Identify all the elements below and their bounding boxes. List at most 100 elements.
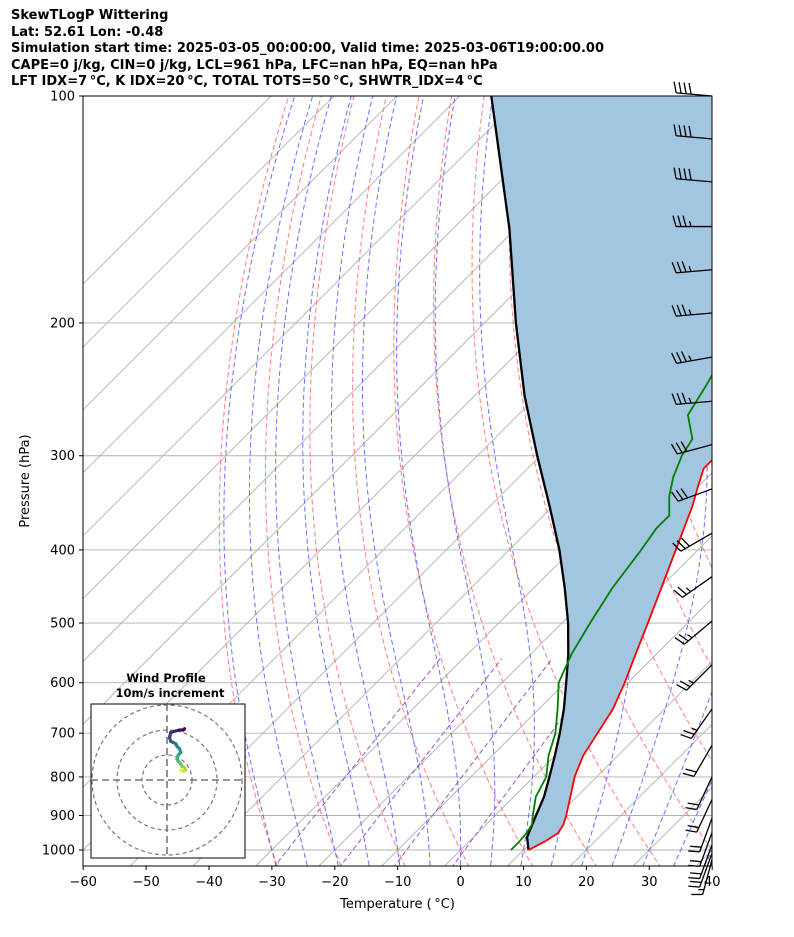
hodograph-segment xyxy=(181,727,187,732)
barb-flag xyxy=(678,633,689,642)
dry-adiabat xyxy=(218,96,290,866)
barb-flag xyxy=(677,586,688,595)
isotherm-line xyxy=(318,472,712,866)
barb-flag xyxy=(681,392,687,404)
moist-adiabat xyxy=(479,96,535,866)
barb-flag xyxy=(688,876,700,880)
x-tick-label: 0 xyxy=(456,875,464,890)
barb-staff xyxy=(693,744,713,777)
dry-adiabat xyxy=(711,96,712,101)
barb-flag xyxy=(685,806,697,811)
wind-barb xyxy=(671,261,713,274)
y-tick-label: 200 xyxy=(50,316,75,331)
x-tick-label: −30 xyxy=(258,875,285,890)
isotherm-line xyxy=(506,660,712,866)
barb-flag xyxy=(671,305,677,317)
barb-flag xyxy=(678,167,682,180)
barb-flag xyxy=(688,125,692,138)
barb-staff xyxy=(676,135,713,140)
dry-adiabat xyxy=(433,96,597,866)
barb-flag xyxy=(676,393,682,405)
isotherm-line xyxy=(83,96,524,537)
barb-staff xyxy=(699,817,713,853)
barb-flag xyxy=(676,261,682,273)
barb-flag xyxy=(680,537,690,547)
y-tick-label: 500 xyxy=(50,617,75,632)
y-tick-label: 800 xyxy=(50,770,75,785)
dry-adiabat xyxy=(393,96,534,866)
barb-flag xyxy=(682,772,695,777)
dry-adiabat xyxy=(774,63,794,882)
x-tick-label: 10 xyxy=(515,875,532,890)
dry-adiabat xyxy=(508,96,712,851)
barb-flag xyxy=(673,589,683,598)
wind-barb xyxy=(673,124,713,140)
barb-flag xyxy=(681,304,687,316)
y-tick-label: 100 xyxy=(50,90,75,105)
cape-fill-layer xyxy=(491,96,712,850)
title-location: Lat: 52.61 Lon: -0.48 xyxy=(11,24,164,40)
barb-flag xyxy=(676,304,682,316)
barb-staff xyxy=(676,312,713,317)
barb-flag xyxy=(673,81,677,93)
barb-half-flag xyxy=(687,633,693,639)
wind-barb xyxy=(672,215,712,228)
x-tick-label: −40 xyxy=(195,875,222,890)
barb-staff xyxy=(676,178,713,183)
barb-flag xyxy=(680,351,687,362)
barb-staff xyxy=(677,488,713,502)
moist-adiabat xyxy=(396,96,462,866)
barb-flag xyxy=(679,680,691,688)
wind-barb xyxy=(676,664,713,691)
barb-staff xyxy=(696,799,713,833)
barb-flag xyxy=(678,124,682,137)
barb-flag xyxy=(685,768,697,773)
wind-barb xyxy=(673,167,713,183)
x-tick-label: 20 xyxy=(578,875,595,890)
moist-adiabat xyxy=(362,96,431,866)
barb-half-flag xyxy=(688,355,692,362)
barb-half-flag xyxy=(688,397,692,404)
wind-barb xyxy=(671,392,713,406)
barb-half-flag xyxy=(688,679,694,684)
barb-staff xyxy=(682,576,713,598)
x-tick-label: −60 xyxy=(69,875,96,890)
barb-staff xyxy=(696,776,713,810)
isotherm-line xyxy=(83,96,272,285)
barb-flag xyxy=(689,880,702,884)
isotherm-line xyxy=(744,61,794,881)
axis-ticks: −60 −50 −40 −30 −20 −10 0 10 20 30 40 100 200 300 400 5… xyxy=(42,90,721,891)
moist-adiabat xyxy=(642,690,712,866)
barb-staff xyxy=(686,664,713,691)
isotherm-line xyxy=(83,96,587,600)
wind-barbs xyxy=(670,81,713,896)
barb-flag xyxy=(671,393,677,405)
moist-adiabat xyxy=(223,96,296,866)
barb-staff xyxy=(684,620,713,645)
barb-flag xyxy=(677,215,682,227)
x-tick-label: 40 xyxy=(704,875,721,890)
barb-flag xyxy=(685,829,697,833)
isotherm-line xyxy=(83,96,398,411)
barb-staff xyxy=(699,844,713,879)
title-indices-line: LFT IDX=7 °C, K IDX=20 °C, TOTAL TOTS=50… xyxy=(11,74,483,89)
y-tick-label: 900 xyxy=(50,809,75,824)
barb-flag xyxy=(687,824,700,829)
isotherm-line xyxy=(83,96,335,348)
barb-flag xyxy=(676,540,686,550)
barb-flag xyxy=(673,167,677,179)
barb-flag xyxy=(675,442,683,453)
barb-flag xyxy=(682,215,687,227)
moist-adiabat xyxy=(434,96,496,866)
barb-flag xyxy=(675,489,684,500)
wind-barb xyxy=(685,776,713,811)
barb-staff xyxy=(676,92,713,97)
wind-barb xyxy=(685,799,713,833)
barb-flag xyxy=(672,215,677,227)
barb-flag xyxy=(689,860,702,863)
barb-flag xyxy=(688,850,700,853)
barb-flag xyxy=(674,637,685,645)
isotherm-line xyxy=(83,96,461,474)
barb-staff xyxy=(676,400,713,406)
